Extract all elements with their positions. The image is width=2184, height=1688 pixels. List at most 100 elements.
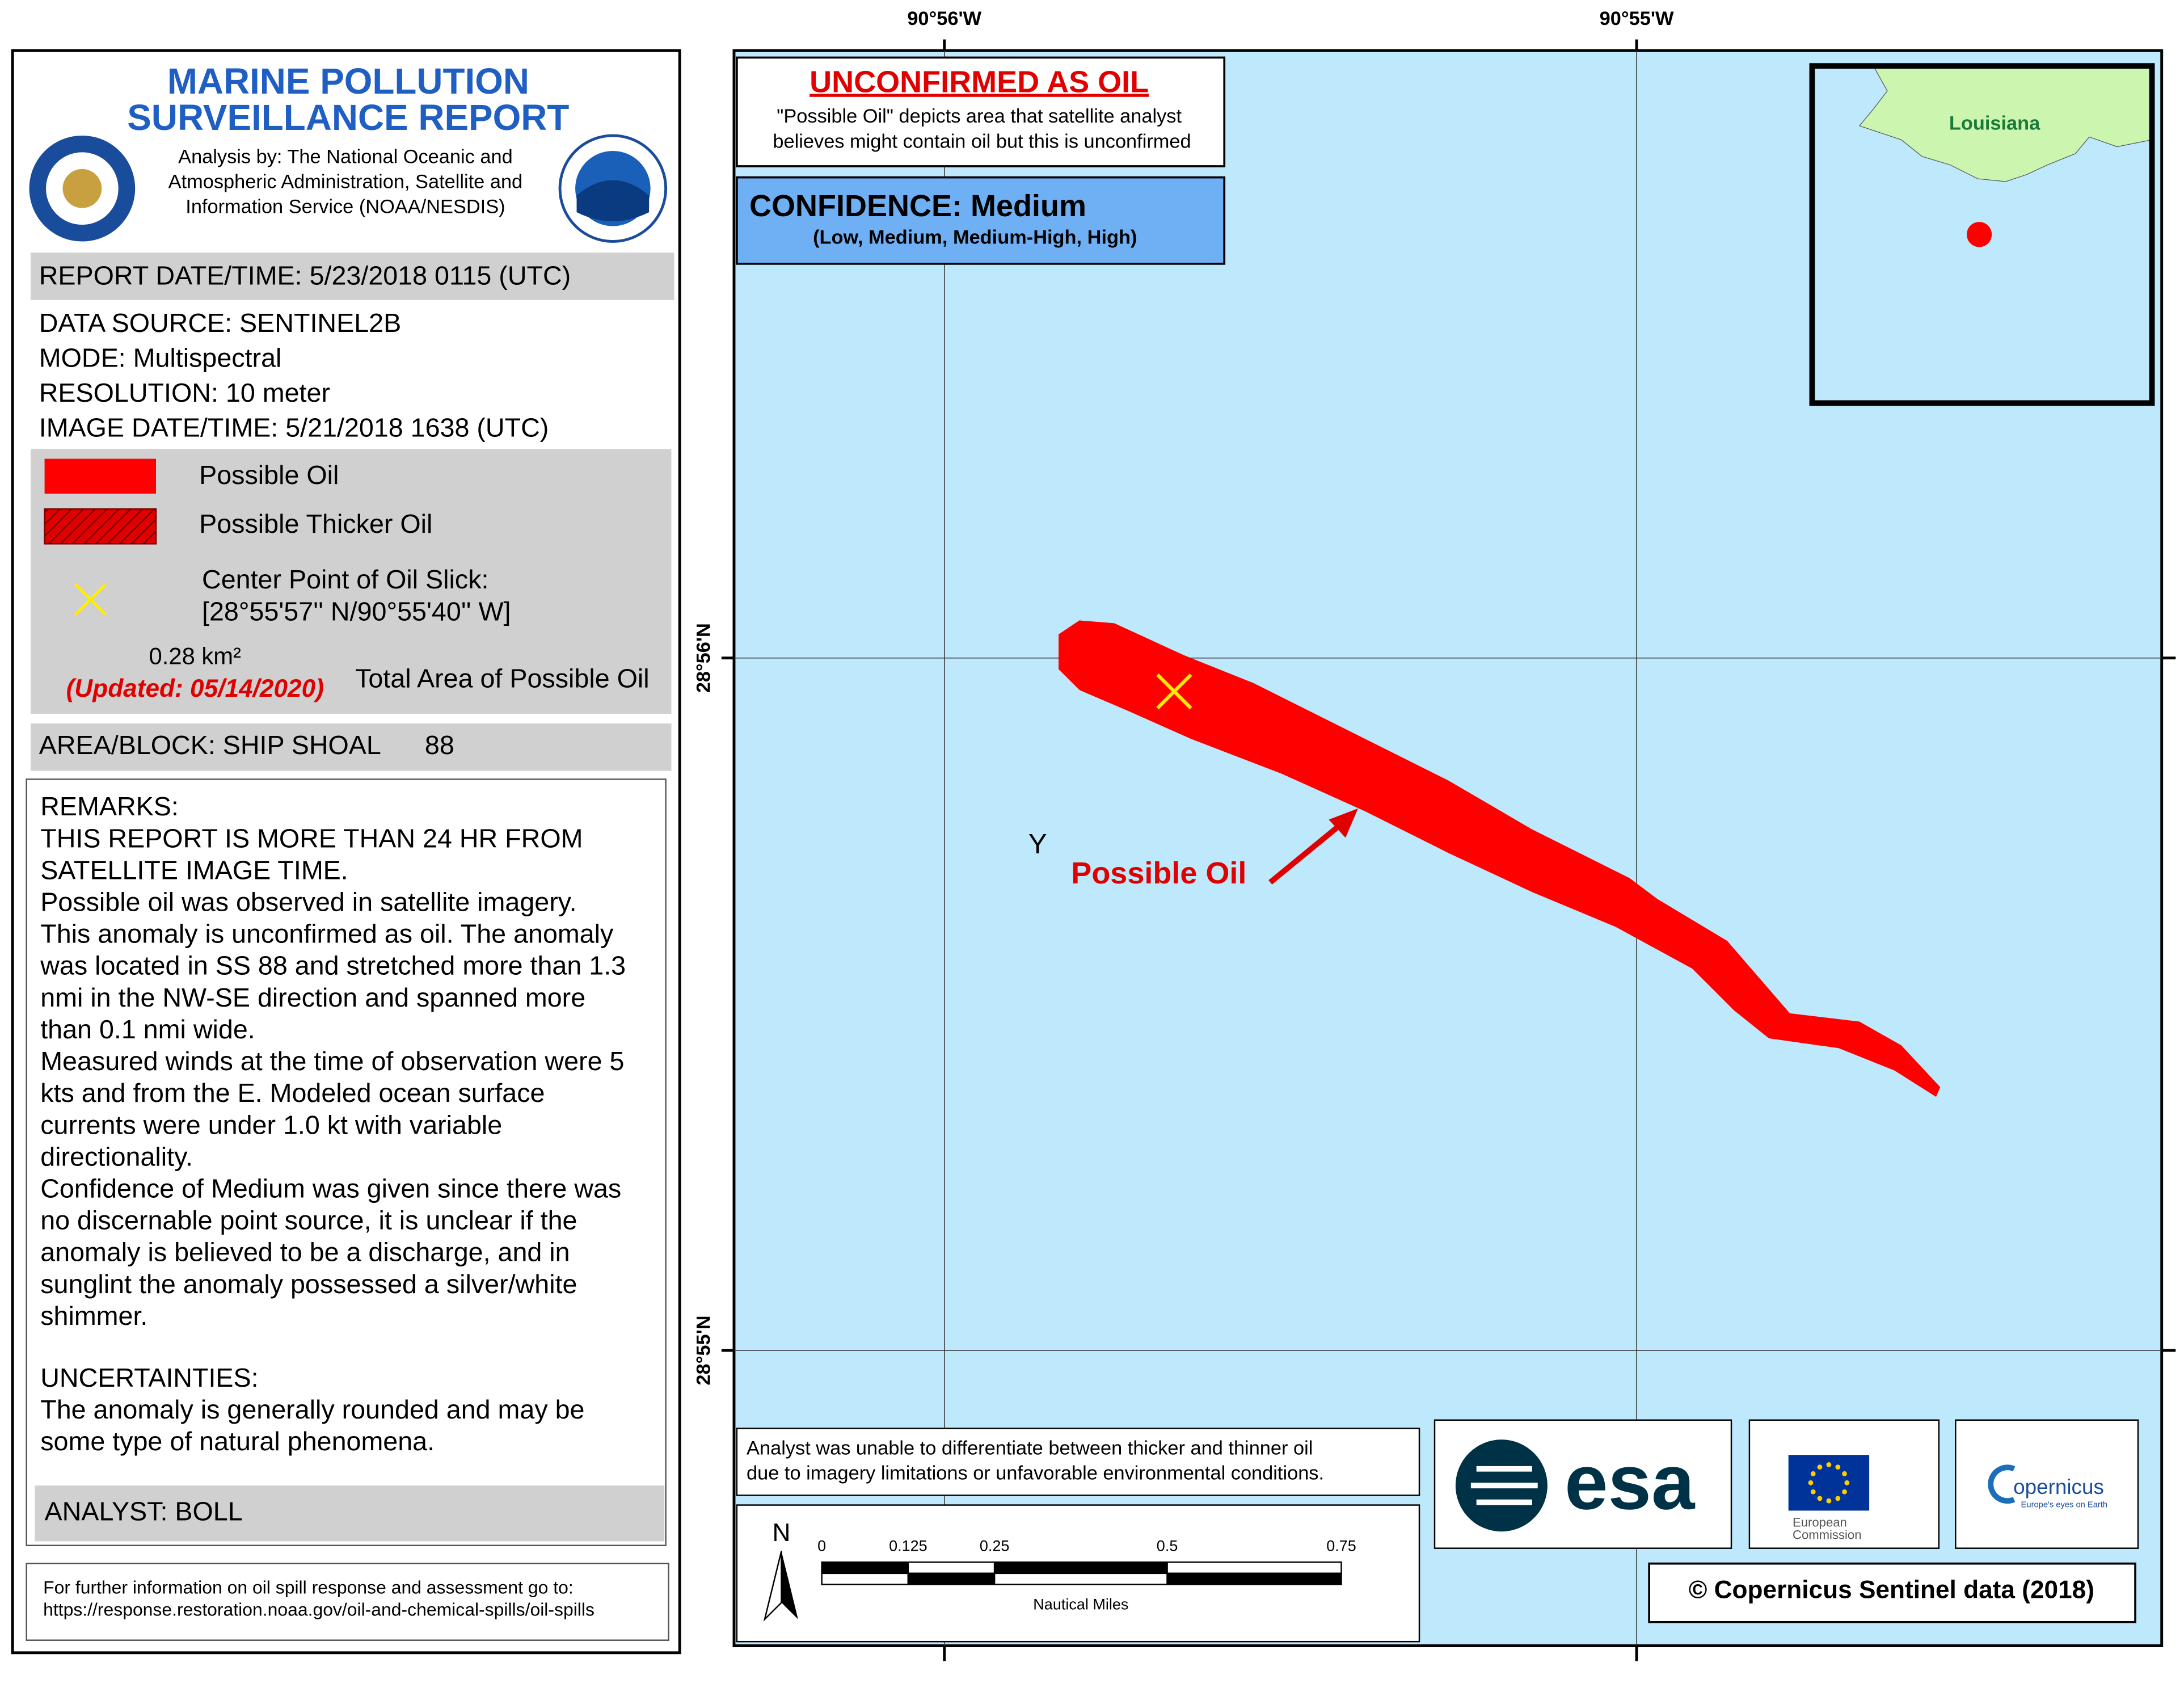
scale-segment: [993, 1572, 1168, 1585]
eu-stars: [1808, 1462, 1850, 1504]
eu-star: [1826, 1498, 1832, 1504]
eu-star: [1835, 1496, 1841, 1501]
scale-segment: [1166, 1561, 1342, 1575]
scale-segment: [821, 1561, 909, 1575]
north-arrow: [763, 1551, 798, 1622]
note-box: [736, 1428, 1420, 1496]
eu-star: [1810, 1489, 1816, 1495]
footer-line: For further information on oil spill res…: [43, 1577, 574, 1597]
area-label: Total Area of Possible Oil: [355, 663, 649, 693]
note-line: due to imagery limitations or unfavorabl…: [747, 1463, 1324, 1484]
lat-label: 28°56'N: [693, 623, 714, 693]
confidence: CONFIDENCE: Medium: [749, 189, 1086, 223]
graticule: [721, 39, 2176, 1661]
gray-bar: [31, 723, 672, 771]
remark-line: REMARKS:: [40, 792, 179, 821]
legend-swatch: [44, 458, 156, 494]
eu-star: [1808, 1480, 1814, 1485]
status-note: believes might contain oil but this is u…: [773, 131, 1191, 152]
remark-line: nmi in the NW-SE direction and spanned m…: [40, 983, 585, 1012]
remark-line: shimmer.: [40, 1301, 147, 1331]
legend-marker: [74, 583, 107, 616]
area-block: AREA/BLOCK: SHIP SHOAL: [39, 730, 381, 760]
scale-label: 0.75: [1326, 1537, 1356, 1554]
remark-line: than 0.1 nmi wide.: [40, 1015, 255, 1044]
scale-segment: [1166, 1572, 1342, 1585]
gray-bar: [31, 252, 674, 300]
ec-text: European: [1793, 1515, 1847, 1529]
copernicus-tagline: Europe's eyes on Earth: [2021, 1500, 2108, 1509]
remark-line: kts and from the E. Modeled ocean surfac…: [40, 1078, 545, 1108]
scale-segment: [907, 1572, 996, 1585]
status-box: [736, 56, 1226, 167]
remark-line: was located in SS 88 and stretched more …: [40, 951, 626, 980]
detail-line: MODE: Multispectral: [39, 343, 282, 373]
footer-box: [26, 1563, 669, 1641]
detail-line: DATA SOURCE: SENTINEL2B: [39, 308, 401, 338]
copernicus-box: [1955, 1419, 2139, 1549]
scale-segment: [821, 1572, 909, 1585]
remark-line: Possible oil was observed in satellite i…: [40, 887, 576, 917]
eu-star: [1826, 1462, 1832, 1467]
inset-land: [1858, 65, 2153, 182]
eu-star: [1817, 1464, 1823, 1470]
remark-line: Measured winds at the time of observatio…: [40, 1046, 624, 1076]
eu-star: [1810, 1471, 1816, 1476]
eu-star: [1842, 1489, 1847, 1495]
esa-logo: [1455, 1439, 1548, 1532]
north-label: N: [772, 1519, 790, 1547]
legend-label: Possible Thicker Oil: [199, 509, 432, 538]
updated-note: (Updated: 05/14/2020): [66, 675, 324, 702]
area-value: 0.28 km²: [149, 643, 241, 670]
analysis-line: Information Service (NOAA/NESDIS): [185, 196, 505, 218]
uncertainty-line: some type of natural phenomena.: [40, 1426, 435, 1456]
scale-segment: [993, 1561, 1168, 1575]
note-line: Analyst was unable to differentiate betw…: [747, 1437, 1313, 1459]
scale-unit: Nautical Miles: [1033, 1596, 1128, 1613]
legend-coordinates: [28°55'57'' N/90°55'40'' W]: [202, 596, 511, 626]
annotation: Possible Oil: [1071, 856, 1246, 890]
eu-star: [1817, 1496, 1823, 1501]
copyright-box: [1648, 1562, 2136, 1623]
analyst: ANALYST: BOLL: [45, 1497, 243, 1526]
esa-text: esa: [1565, 1439, 1696, 1526]
detail-line: IMAGE DATE/TIME: 5/21/2018 1638 (UTC): [39, 412, 549, 442]
remark-line: Confidence of Medium was given since the…: [40, 1173, 621, 1203]
commerce-logo: [29, 135, 136, 242]
scale-label: 0.5: [1157, 1537, 1178, 1554]
noaa-logo: [558, 134, 668, 243]
detail-line: RESOLUTION: 10 meter: [39, 378, 330, 407]
copyright: © Copernicus Sentinel data (2018): [1689, 1576, 2094, 1603]
gray-bar: [35, 1485, 665, 1542]
analysis-line: Atmospheric Administration, Satellite an…: [168, 171, 523, 193]
status-title: UNCONFIRMED AS OIL: [809, 65, 1149, 99]
ec-text: Commission: [1793, 1527, 1861, 1542]
scale-segment: [907, 1561, 996, 1575]
remark-line: no discernable point source, it is uncle…: [40, 1206, 577, 1235]
report-datetime: REPORT DATE/TIME: 5/23/2018 0115 (UTC): [39, 261, 571, 291]
remark-line: sunglint the anomaly possessed a silver/…: [40, 1269, 577, 1299]
map-marker: Y: [1028, 829, 1047, 860]
scale-label: 0.25: [980, 1537, 1010, 1554]
confidence-scale: (Low, Medium, Medium-High, High): [813, 227, 1137, 249]
footer-line: https://response.restoration.noaa.gov/oi…: [43, 1599, 595, 1620]
title: SURVEILLANCE REPORT: [127, 97, 569, 138]
scale-label: 0: [817, 1537, 826, 1554]
remark-line: currents were under 1.0 kt with variable: [40, 1110, 502, 1139]
copernicus-c: [1988, 1464, 2016, 1504]
annotation-arrow: [1268, 808, 1358, 885]
legend-label: Center Point of Oil Slick:: [202, 565, 488, 594]
location-dot: [1966, 222, 1992, 247]
title: MARINE POLLUTION: [167, 61, 529, 102]
uncertainty-line: UNCERTAINTIES:: [40, 1363, 258, 1392]
remark-line: SATELLITE IMAGE TIME.: [40, 855, 348, 885]
eu-star: [1835, 1464, 1841, 1470]
remark-line: THIS REPORT IS MORE THAN 24 HR FROM: [40, 823, 583, 853]
inset-frame: [1809, 63, 2155, 406]
confidence-box: [736, 176, 1226, 265]
legend-swatch: [44, 508, 157, 545]
oil-slick: [1059, 620, 1941, 1097]
scale-label: 0.125: [889, 1537, 927, 1554]
